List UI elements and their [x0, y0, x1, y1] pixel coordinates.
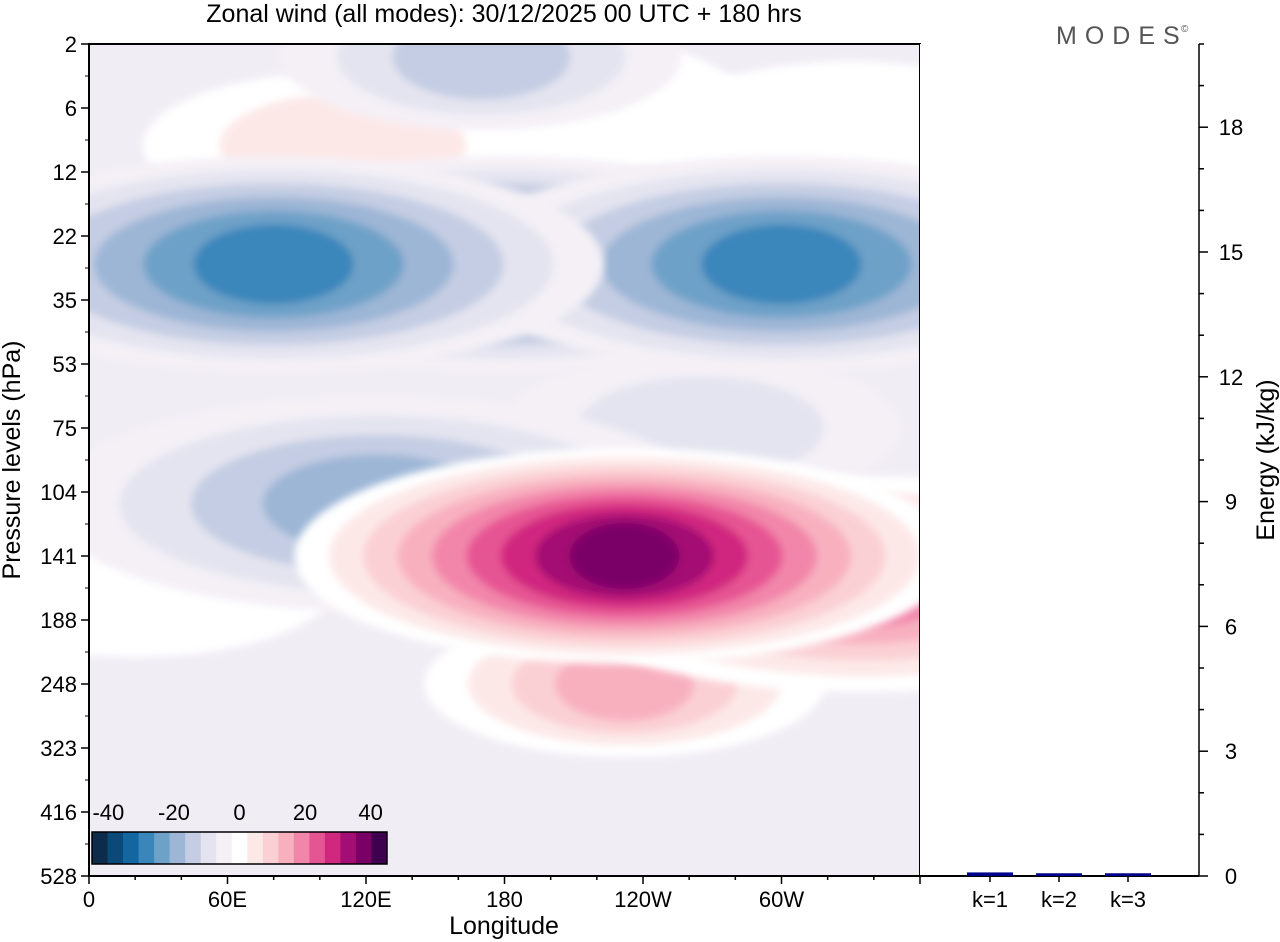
colorbar-swatch: [278, 832, 295, 864]
energy-category-label: k=2: [1041, 887, 1077, 912]
energy-category-label: k=1: [972, 887, 1008, 912]
energy-bar: [1036, 873, 1082, 876]
energy-tick-label: 18: [1219, 115, 1243, 140]
energy-tick-label: 6: [1225, 614, 1237, 639]
pressure-axis: 2 6 12 22 35 53 75 104 141 188 248 323 416 528: [40, 32, 89, 889]
energy-tick-label: 9: [1225, 490, 1237, 515]
colorbar-tick-label: -40: [92, 800, 124, 825]
colorbar-swatch: [371, 832, 388, 864]
colorbar-swatch: [262, 832, 279, 864]
y-tick-label: 35: [53, 288, 77, 313]
longitude-axis: 0 60E 120E 180 120W 60W: [83, 876, 921, 912]
y-tick-label: 22: [53, 224, 77, 249]
colorbar-tick-label: 0: [233, 800, 245, 825]
y-tick-label: 75: [53, 416, 77, 441]
energy-tick-label: 0: [1225, 864, 1237, 889]
colorbar-tick-label: -20: [158, 800, 190, 825]
brand-copyright: ©: [1181, 24, 1189, 35]
chart-title: Zonal wind (all modes): 30/12/2025 00 UT…: [206, 0, 801, 28]
x-tick-label: 120E: [340, 887, 391, 912]
x-tick-label: 120W: [614, 887, 672, 912]
y-tick-label: 248: [40, 672, 77, 697]
contour-band: [193, 224, 354, 305]
contour-band: [569, 523, 680, 589]
x-tick-label: 0: [83, 887, 95, 912]
energy-bar-chart: k=1 k=2 k=3 0 3 6 9 12 15 18 Energy (kJ/kg): [920, 43, 1280, 912]
colorbar-tick-label: 40: [358, 800, 382, 825]
x-tick-label: 180: [486, 887, 523, 912]
energy-axis: 0 3 6 9 12 15 18: [1199, 43, 1243, 889]
colorbar-tick-label: 20: [293, 800, 317, 825]
contour-band: [392, 44, 571, 100]
y-tick-label: 323: [40, 736, 77, 761]
energy-bar: [1105, 873, 1151, 876]
colorbar-swatch: [169, 832, 186, 864]
x-tick-label: 60W: [759, 887, 804, 912]
energy-bars: k=1 k=2 k=3: [967, 872, 1151, 912]
colorbar-swatch: [123, 832, 140, 864]
y-tick-label: 2: [65, 32, 77, 57]
colorbar-swatch: [324, 832, 341, 864]
contour-feature: [281, 44, 682, 130]
contour-feature: [451, 156, 920, 373]
colorbar-swatch: [138, 832, 155, 864]
colorbar-swatch: [293, 832, 310, 864]
contour-feature: [89, 156, 604, 373]
contour-band: [701, 224, 862, 305]
y-tick-label: 416: [40, 800, 77, 825]
colorbar-swatch: [216, 832, 233, 864]
energy-bar: [967, 872, 1013, 876]
contour-layer: [89, 44, 920, 757]
colorbar: -40 -20 0 20 40: [91, 800, 388, 865]
energy-plot-area: [920, 44, 1199, 876]
colorbar-swatch: [92, 832, 109, 864]
y-tick-label: 528: [40, 864, 77, 889]
contour-map: [89, 44, 920, 876]
x-axis-label: Longitude: [449, 912, 559, 940]
colorbar-swatch: [185, 832, 202, 864]
energy-tick-label: 3: [1225, 739, 1237, 764]
y-tick-label: 104: [40, 480, 77, 505]
colorbar-swatch: [154, 832, 171, 864]
energy-axis-label: Energy (kJ/kg): [1252, 379, 1280, 540]
y-axis-label: Pressure levels (hPa): [0, 341, 26, 580]
energy-category-label: k=3: [1110, 887, 1146, 912]
colorbar-swatch: [200, 832, 217, 864]
energy-tick-label: 12: [1219, 365, 1243, 390]
colorbar-swatch: [340, 832, 357, 864]
y-tick-label: 141: [40, 544, 77, 569]
x-tick-label: 60E: [208, 887, 247, 912]
contour-feature: [294, 448, 920, 664]
energy-tick-label: 15: [1219, 240, 1243, 265]
y-tick-label: 188: [40, 608, 77, 633]
colorbar-swatch: [231, 832, 248, 864]
colorbar-frame: [91, 831, 388, 865]
y-tick-label: 6: [65, 96, 77, 121]
colorbar-swatch: [107, 832, 124, 864]
y-tick-label: 53: [53, 352, 77, 377]
colorbar-swatch: [309, 832, 326, 864]
colorbar-swatch: [247, 832, 264, 864]
colorbar-swatch: [355, 832, 372, 864]
y-tick-label: 12: [53, 160, 77, 185]
